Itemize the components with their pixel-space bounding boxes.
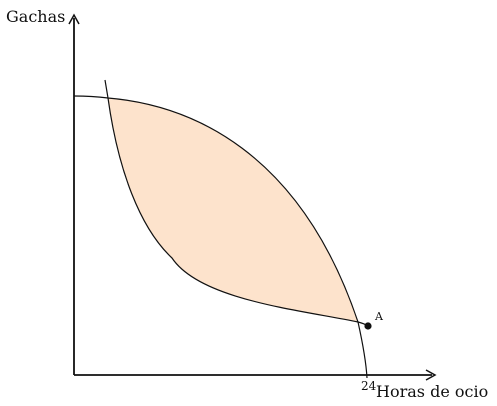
x-axis-label: Horas de ocio [376,382,489,401]
y-axis-arrowhead [68,13,80,25]
concave-curve [73,95,368,379]
convex-curve [104,79,369,327]
y-axis-label: Gachas [6,7,66,26]
point-a-label: A [375,310,383,323]
x-axis-arrowhead [425,369,437,381]
x-axis-value-label: 24 [361,379,377,393]
shaded-region [108,98,358,322]
point-a-marker [364,322,372,330]
